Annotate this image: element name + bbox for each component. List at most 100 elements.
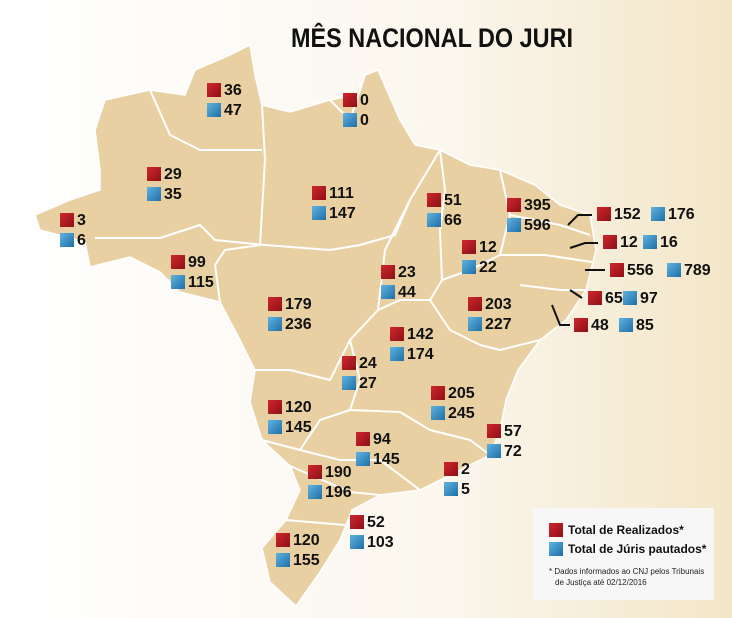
realizados-value: 12 <box>479 239 497 256</box>
pautados-swatch <box>207 103 221 117</box>
pautados-value: 115 <box>188 274 214 291</box>
legend-box <box>533 508 714 600</box>
pautados-swatch <box>60 233 74 247</box>
pautados-swatch <box>487 444 501 458</box>
pautados-swatch <box>643 235 657 249</box>
realizados-value: 2 <box>461 461 470 478</box>
realizados-value: 48 <box>591 317 609 334</box>
realizados-swatch <box>603 235 617 249</box>
pautados-swatch <box>343 113 357 127</box>
legend-blue-swatch <box>549 542 563 556</box>
pautados-value: 6 <box>77 232 86 249</box>
pautados-value: 196 <box>325 484 352 501</box>
pautados-swatch <box>356 452 370 466</box>
pautados-value: 103 <box>367 534 394 551</box>
realizados-swatch <box>308 465 322 479</box>
leader-lines <box>551 214 605 326</box>
footnote: de Justiça até 02/12/2016 <box>555 578 647 587</box>
pautados-swatch <box>381 285 395 299</box>
realizados-value: 190 <box>325 464 352 481</box>
pautados-value: 27 <box>359 375 377 392</box>
realizados-value: 179 <box>285 296 312 313</box>
pautados-swatch <box>468 317 482 331</box>
pautados-value: 72 <box>504 443 522 460</box>
pautados-value: 44 <box>398 284 416 301</box>
realizados-swatch <box>343 93 357 107</box>
pautados-value: 22 <box>479 259 497 276</box>
realizados-value: 94 <box>373 431 391 448</box>
realizados-swatch <box>597 207 611 221</box>
realizados-value: 120 <box>293 532 320 549</box>
pautados-value: 596 <box>524 217 551 234</box>
legend-red-swatch <box>549 523 563 537</box>
pautados-value: 147 <box>329 205 356 222</box>
realizados-value: 99 <box>188 254 206 271</box>
realizados-value: 556 <box>627 262 654 279</box>
realizados-value: 205 <box>448 385 475 402</box>
pautados-swatch <box>268 420 282 434</box>
pautados-value: 236 <box>285 316 312 333</box>
realizados-swatch <box>276 533 290 547</box>
pautados-value: 85 <box>636 317 654 334</box>
realizados-swatch <box>268 400 282 414</box>
realizados-value: 52 <box>367 514 385 531</box>
pautados-value: 97 <box>640 290 658 307</box>
realizados-value: 29 <box>164 166 182 183</box>
pautados-swatch <box>507 218 521 232</box>
realizados-value: 120 <box>285 399 312 416</box>
realizados-value: 51 <box>444 192 462 209</box>
realizados-value: 24 <box>359 355 377 372</box>
pautados-swatch <box>462 260 476 274</box>
realizados-swatch <box>342 356 356 370</box>
pautados-value: 66 <box>444 212 462 229</box>
pautados-swatch <box>147 187 161 201</box>
legend-label: Total de Júris pautados* <box>568 542 707 556</box>
footnote: * Dados informados ao CNJ pelos Tribunai… <box>549 567 704 576</box>
realizados-swatch <box>60 213 74 227</box>
pautados-value: 47 <box>224 102 242 119</box>
pautados-swatch <box>431 406 445 420</box>
realizados-value: 395 <box>524 197 551 214</box>
realizados-swatch <box>207 83 221 97</box>
pautados-value: 789 <box>684 262 711 279</box>
realizados-value: 36 <box>224 82 242 99</box>
pautados-swatch <box>619 318 633 332</box>
realizados-value: 3 <box>77 212 86 229</box>
pautados-swatch <box>390 347 404 361</box>
pautados-swatch <box>312 206 326 220</box>
pautados-value: 245 <box>448 405 475 422</box>
realizados-swatch <box>487 424 501 438</box>
realizados-value: 203 <box>485 296 512 313</box>
realizados-swatch <box>356 432 370 446</box>
pautados-value: 155 <box>293 552 320 569</box>
state-borders <box>95 74 593 526</box>
pautados-swatch <box>268 317 282 331</box>
pautados-value: 174 <box>407 346 434 363</box>
realizados-swatch <box>610 263 624 277</box>
pautados-value: 145 <box>373 451 400 468</box>
pautados-value: 35 <box>164 186 182 203</box>
pautados-value: 0 <box>360 112 369 129</box>
realizados-swatch <box>390 327 404 341</box>
pautados-swatch <box>276 553 290 567</box>
realizados-value: 142 <box>407 326 434 343</box>
realizados-value: 12 <box>620 234 638 251</box>
realizados-swatch <box>268 297 282 311</box>
pautados-swatch <box>651 207 665 221</box>
realizados-swatch <box>381 265 395 279</box>
realizados-swatch <box>444 462 458 476</box>
realizados-swatch <box>350 515 364 529</box>
realizados-swatch <box>468 297 482 311</box>
realizados-value: 23 <box>398 264 416 281</box>
realizados-swatch <box>147 167 161 181</box>
realizados-swatch <box>431 386 445 400</box>
pautados-value: 176 <box>668 206 695 223</box>
pautados-swatch <box>308 485 322 499</box>
pautados-swatch <box>667 263 681 277</box>
realizados-value: 65 <box>605 290 623 307</box>
realizados-swatch <box>588 291 602 305</box>
realizados-value: 152 <box>614 206 641 223</box>
realizados-swatch <box>507 198 521 212</box>
realizados-swatch <box>462 240 476 254</box>
